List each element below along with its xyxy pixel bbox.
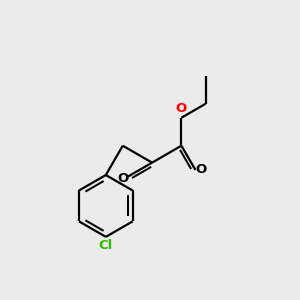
Text: O: O	[176, 102, 187, 116]
Text: Cl: Cl	[99, 239, 113, 252]
Text: O: O	[195, 164, 206, 176]
Text: O: O	[117, 172, 128, 184]
